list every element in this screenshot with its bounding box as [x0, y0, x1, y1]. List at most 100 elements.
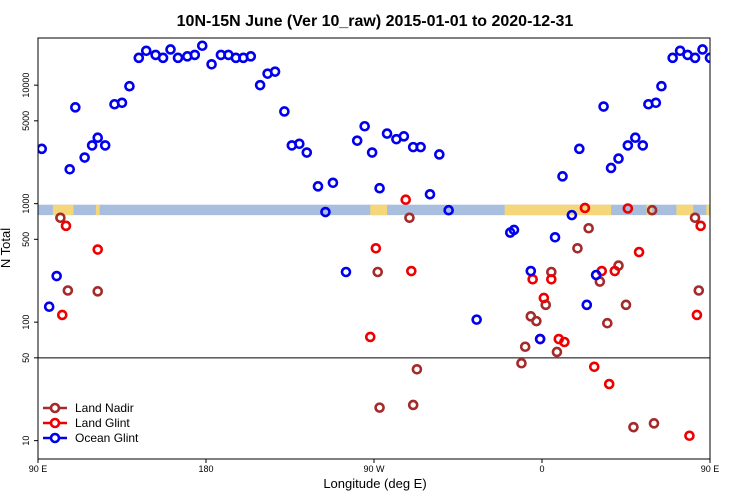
legend-item: Ocean Glint — [43, 431, 139, 445]
data-point — [320, 206, 331, 218]
data-point — [648, 418, 660, 429]
data-point — [364, 331, 376, 343]
x-tick-label: 0 — [539, 464, 544, 474]
data-point — [622, 203, 634, 214]
data-point — [140, 45, 152, 57]
data-point — [434, 149, 445, 160]
data-point — [667, 52, 678, 64]
land-band-highlight — [95, 204, 100, 216]
data-point — [55, 212, 66, 224]
data-point — [92, 286, 104, 297]
legend-marker — [49, 417, 61, 429]
data-point — [70, 102, 81, 113]
land-band-highlight — [676, 204, 694, 216]
legend-marker — [49, 432, 61, 444]
data-point — [64, 163, 76, 175]
data-point — [381, 128, 393, 139]
data-point — [656, 80, 667, 92]
data-point — [424, 188, 436, 200]
y-tick-label: 500 — [21, 232, 31, 247]
data-point — [590, 269, 602, 281]
plot-area — [38, 40, 736, 442]
data-point — [411, 364, 423, 375]
data-point — [574, 143, 585, 155]
x-tick-label: 90 E — [29, 464, 48, 474]
data-point — [99, 140, 111, 151]
data-point — [254, 79, 266, 91]
data-point — [294, 138, 305, 150]
data-point — [508, 224, 520, 236]
data-point — [133, 52, 145, 64]
data-point — [189, 49, 201, 61]
data-point — [516, 357, 527, 369]
data-point — [519, 341, 531, 353]
data-point — [471, 314, 482, 325]
data-point — [172, 52, 184, 64]
x-tick-label: 90 E — [701, 464, 720, 474]
data-point — [312, 181, 324, 192]
data-point — [605, 162, 617, 174]
data-point — [559, 336, 570, 348]
data-point — [628, 421, 639, 433]
plot-frame — [37, 37, 711, 460]
data-point — [674, 45, 686, 57]
data-point — [269, 66, 281, 77]
data-point — [704, 52, 710, 64]
data-point — [637, 140, 649, 151]
y-tick-label: 1000 — [21, 194, 31, 214]
data-point — [279, 106, 290, 117]
data-point — [689, 52, 701, 64]
series-ocean-glint — [38, 40, 710, 345]
y-tick-label: 10 — [21, 436, 31, 446]
chart-title: 10N-15N June (Ver 10_raw) 2015-01-01 to … — [177, 13, 574, 30]
data-point — [622, 140, 634, 151]
y-axis: 10 50 100 500 1000 5000 10000 — [21, 73, 38, 446]
data-point — [43, 301, 55, 313]
data-point — [581, 299, 593, 311]
data-point — [534, 333, 546, 345]
data-point — [92, 132, 104, 144]
data-point — [116, 97, 128, 109]
land-band-highlight — [370, 204, 388, 216]
data-point — [374, 402, 385, 413]
data-point — [620, 299, 632, 311]
legend-item: Land Glint — [43, 416, 130, 430]
data-point — [546, 273, 557, 285]
data-point — [400, 194, 412, 205]
series-land-nadir — [55, 204, 705, 433]
data-point — [398, 131, 410, 142]
x-tick-label: 90 W — [363, 464, 385, 474]
data-point — [351, 135, 363, 146]
data-point — [359, 120, 370, 132]
land-band-highlight — [504, 204, 612, 216]
data-point — [196, 40, 208, 52]
data-point — [603, 378, 615, 390]
data-point — [60, 220, 72, 232]
data-point — [406, 265, 417, 277]
data-point — [165, 44, 176, 55]
legend-label: Land Glint — [75, 416, 130, 430]
data-point — [407, 399, 419, 411]
data-point — [340, 266, 352, 278]
data-point — [51, 270, 62, 282]
data-point — [366, 147, 378, 158]
data-point — [646, 204, 658, 216]
data-point — [598, 101, 609, 112]
data-point — [527, 273, 538, 285]
land-band-highlight — [52, 204, 74, 216]
data-point — [374, 182, 385, 194]
data-point — [443, 204, 454, 216]
data-point — [525, 265, 537, 277]
data-point — [327, 177, 339, 189]
data-point — [695, 220, 706, 232]
data-point — [79, 152, 90, 163]
data-point — [633, 246, 645, 258]
x-axis-label: Longitude (deg E) — [323, 476, 426, 491]
data-point — [370, 242, 382, 254]
data-point — [691, 309, 703, 321]
data-point — [415, 141, 426, 153]
x-tick-label: 180 — [198, 464, 213, 474]
data-point — [728, 246, 736, 254]
legend-label: Ocean Glint — [75, 431, 139, 445]
